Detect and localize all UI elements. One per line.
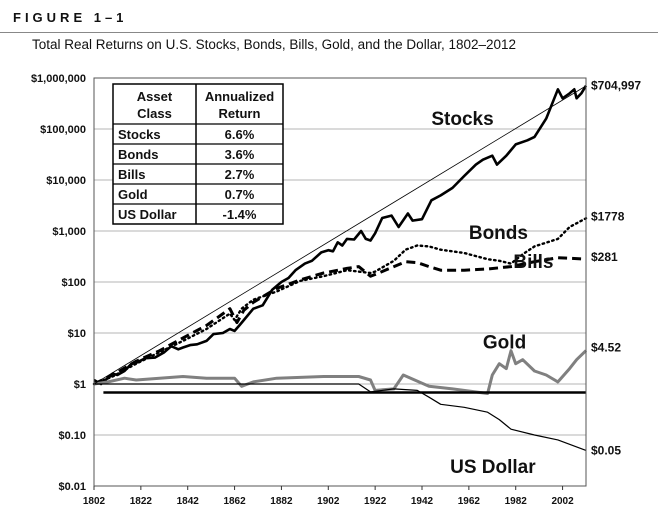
y-tick-label: $10,000 xyxy=(46,175,86,187)
x-tick-label: 1902 xyxy=(317,496,340,507)
table-return-cell: -1.4% xyxy=(223,207,257,222)
y-tick-label: $100 xyxy=(62,277,86,289)
table-header-text: Asset xyxy=(137,89,173,104)
table-asset-cell: Bonds xyxy=(118,147,158,162)
bonds-series-label: Bonds xyxy=(469,223,528,244)
us-dollar-line xyxy=(94,383,587,451)
bills-end-label: $281 xyxy=(591,250,618,264)
stocks-series-label: Stocks xyxy=(431,109,493,130)
us-dollar-series-label: US Dollar xyxy=(450,457,536,478)
table-asset-cell: Gold xyxy=(118,187,148,202)
gold-series-label: Gold xyxy=(483,332,526,353)
table-asset-cell: Bills xyxy=(118,167,145,182)
y-tick-label: $1 xyxy=(74,379,86,391)
table-return-cell: 3.6% xyxy=(225,147,255,162)
stocks-line xyxy=(93,85,588,386)
x-tick-label: 1862 xyxy=(223,496,246,507)
x-tick-label: 1922 xyxy=(364,496,387,507)
gold-line xyxy=(93,349,588,395)
returns-table: Asset Class Annualized Return Stocks 6.6% Bond… xyxy=(112,83,284,225)
plot-frame xyxy=(93,77,587,487)
figure-label: FIGURE 1–1 xyxy=(13,10,128,25)
bonds-end-label: $1778 xyxy=(591,209,625,223)
trend-line xyxy=(93,85,587,385)
y-tick-label: $100,000 xyxy=(40,124,86,136)
table-return-cell: 0.7% xyxy=(225,187,255,202)
x-tick-label: 1882 xyxy=(270,496,293,507)
bills-line xyxy=(93,256,587,386)
table-return-cell: 6.6% xyxy=(225,127,255,142)
bills-series-label: Bills xyxy=(513,252,553,273)
table-header-text: Class xyxy=(137,106,172,121)
table-header-text: Annualized xyxy=(205,89,274,104)
figure-title: Total Real Returns on U.S. Stocks, Bonds… xyxy=(32,37,517,52)
x-tick-label: 1802 xyxy=(83,496,106,507)
y-tick-label: $1,000 xyxy=(52,226,86,238)
label-layer: $704,997 $1778 $281 $4.52 $0.05 Stocks Bonds Bi… xyxy=(431,79,641,478)
table-return-cell: 2.7% xyxy=(225,167,255,182)
y-tick-label: $10 xyxy=(68,328,86,340)
x-tick-label: 1842 xyxy=(177,496,200,507)
series-layer xyxy=(92,85,588,451)
us-dollar-end-label: $0.05 xyxy=(591,443,621,457)
table-header-text: Return xyxy=(219,106,261,121)
x-tick-label: 1962 xyxy=(458,496,481,507)
axis-layer: $1,000,000 $100,000 $10,000 $1,000 $100 $10 $1… xyxy=(31,73,587,507)
header-rule xyxy=(0,32,658,33)
stocks-end-label: $704,997 xyxy=(591,79,641,93)
table-frame xyxy=(112,83,284,225)
x-tick-label: 1822 xyxy=(130,496,153,507)
x-tick-label: 2002 xyxy=(551,496,574,507)
table-asset-cell: US Dollar xyxy=(118,207,177,222)
y-tick-label: $0.10 xyxy=(58,430,86,442)
bonds-line xyxy=(92,217,588,386)
x-tick-label: 1982 xyxy=(505,496,528,507)
y-tick-label: $0.01 xyxy=(58,481,86,493)
y-tick-label: $1,000,000 xyxy=(31,73,86,85)
gold-end-label: $4.52 xyxy=(591,341,621,355)
x-tick-label: 1942 xyxy=(411,496,434,507)
table-asset-cell: Stocks xyxy=(118,127,161,142)
